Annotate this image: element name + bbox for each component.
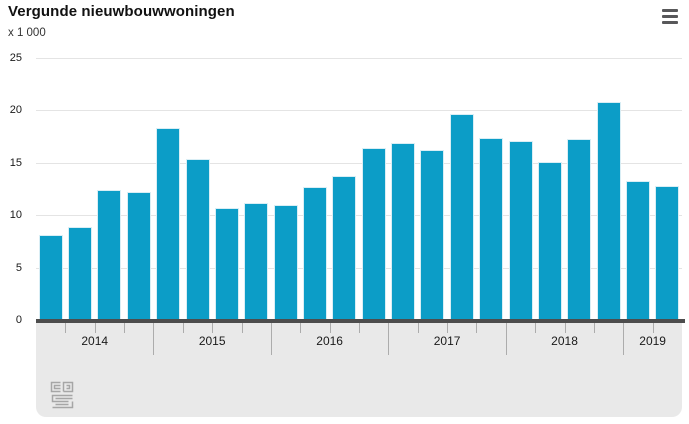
quarter-tick: [65, 323, 67, 333]
bar-2018-q4[interactable]: [597, 103, 620, 320]
unit-label: x 1 000: [8, 27, 46, 39]
menu-bar: [662, 20, 678, 24]
year-separator: [270, 323, 272, 355]
year-separator: [623, 323, 625, 355]
quarter-tick: [241, 323, 243, 333]
gridline-5: [36, 267, 682, 269]
bar-2017-q4[interactable]: [480, 138, 503, 320]
x-tick-label-2014: 2014: [81, 334, 109, 348]
x-axis-line: [36, 319, 685, 323]
menu-bar: [662, 8, 678, 12]
bar-2019-q2[interactable]: [656, 186, 679, 320]
bar-2015-q4[interactable]: [245, 203, 268, 320]
year-separator: [505, 323, 507, 355]
bar-2016-q3[interactable]: [333, 177, 356, 320]
quarter-tick: [417, 323, 419, 333]
bar-2015-q3[interactable]: [215, 208, 238, 320]
bar-2015-q2[interactable]: [186, 159, 209, 320]
quarter-tick: [652, 323, 654, 333]
bar-2019-q1[interactable]: [626, 181, 649, 320]
x-tick-label-2016: 2016: [316, 334, 343, 348]
quarter-tick: [535, 323, 537, 333]
bar-2018-q2[interactable]: [538, 162, 561, 320]
x-tick-label-2017: 2017: [433, 334, 461, 348]
quarter-tick: [329, 323, 331, 333]
gridline-15: [36, 162, 682, 164]
quarter-tick: [300, 323, 302, 333]
hamburger-menu-icon[interactable]: [660, 5, 682, 27]
cbs-logo: [50, 381, 74, 409]
x-tick-label-2019: 2019: [639, 334, 666, 348]
gridline-25: [36, 58, 682, 59]
y-tick-label-20: 20: [9, 104, 22, 117]
bar-2017-q3[interactable]: [450, 114, 473, 320]
x-axis-band: 2014 2015 2016 2017 2018 2019: [36, 323, 682, 417]
plot-area: [36, 58, 682, 320]
year-separator: [388, 323, 390, 355]
quarter-tick: [182, 323, 184, 333]
bar-2014-q3[interactable]: [98, 191, 121, 320]
bar-2015-q1[interactable]: [157, 129, 180, 320]
y-tick-label-25: 25: [9, 52, 22, 64]
bar-2014-q1[interactable]: [39, 236, 62, 320]
bar-2017-q2[interactable]: [421, 151, 444, 320]
bar-2014-q4[interactable]: [127, 193, 150, 320]
bar-2014-q2[interactable]: [69, 227, 92, 320]
bar-2016-q2[interactable]: [303, 187, 326, 320]
y-tick-label-15: 15: [9, 156, 22, 169]
quarter-tick: [564, 323, 566, 333]
quarter-tick: [359, 323, 360, 333]
y-tick-label-10: 10: [9, 209, 22, 222]
bar-2016-q1[interactable]: [274, 205, 297, 320]
year-separator: [153, 323, 155, 355]
chart-title: Vergunde nieuwbouwwoningen: [8, 3, 235, 20]
quarter-tick: [124, 323, 126, 333]
x-tick-label-2015: 2015: [198, 334, 226, 348]
quarter-tick: [212, 323, 214, 333]
x-tick-label-2018: 2018: [551, 334, 578, 348]
y-tick-label-0: 0: [15, 314, 22, 326]
menu-bar: [662, 14, 678, 18]
gridline-20: [36, 110, 682, 112]
bar-2017-q1[interactable]: [392, 143, 415, 320]
quarter-tick: [476, 323, 478, 333]
quarter-tick: [593, 323, 595, 333]
quarter-tick: [447, 323, 449, 333]
gridline-10: [36, 215, 682, 217]
bar-2018-q3[interactable]: [568, 139, 591, 320]
bar-2018-q1[interactable]: [509, 141, 532, 320]
bar-2016-q4[interactable]: [362, 149, 385, 320]
quarter-tick: [94, 323, 96, 333]
y-tick-label-5: 5: [15, 261, 22, 274]
